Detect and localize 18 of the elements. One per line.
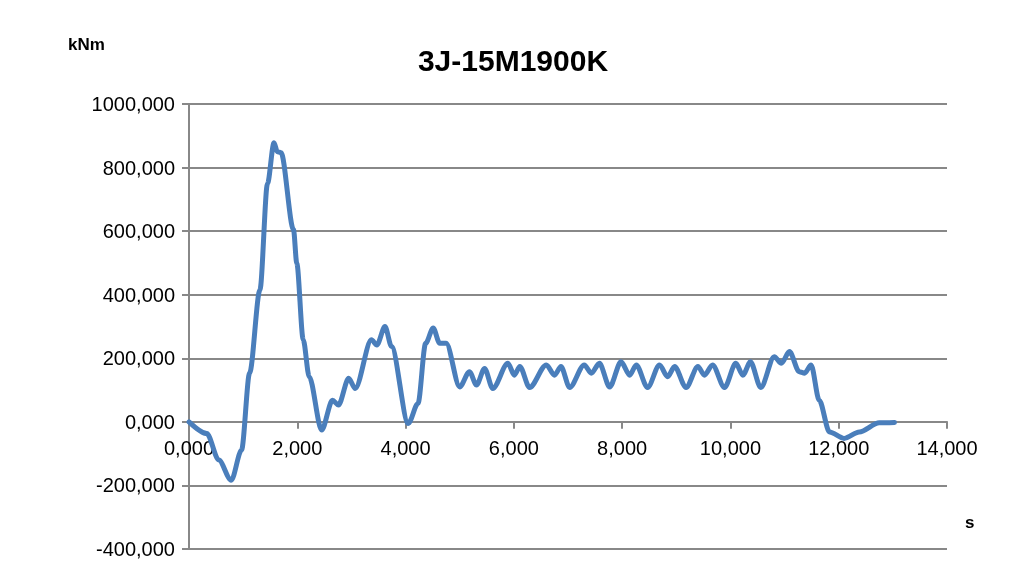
y-tick-label: -200,000 xyxy=(96,474,175,497)
y-tick-label: 800,000 xyxy=(102,156,175,179)
y-tick-label: 600,000 xyxy=(102,220,175,243)
x-tick-label: 8,000 xyxy=(597,436,648,459)
x-axis-title: s xyxy=(965,513,975,532)
y-tick-label: -400,000 xyxy=(96,538,175,560)
x-tick-label: 14,000 xyxy=(916,436,978,459)
x-tick-label: 4,000 xyxy=(380,436,431,459)
x-tick-label: 2,000 xyxy=(272,436,323,459)
y-tick-label: 1000,000 xyxy=(91,93,175,115)
x-tick-label: 12,000 xyxy=(808,436,870,459)
y-tick-label: 0,000 xyxy=(124,410,175,433)
x-tick-label: 10,000 xyxy=(699,436,762,459)
x-tick-label: 6,000 xyxy=(488,436,539,459)
y-tick-label: 400,000 xyxy=(102,283,175,306)
y-tick-label: 200,000 xyxy=(102,347,175,370)
y-axis-title: kNm xyxy=(68,35,105,54)
chart-title: 3J-15M1900K xyxy=(417,43,609,77)
